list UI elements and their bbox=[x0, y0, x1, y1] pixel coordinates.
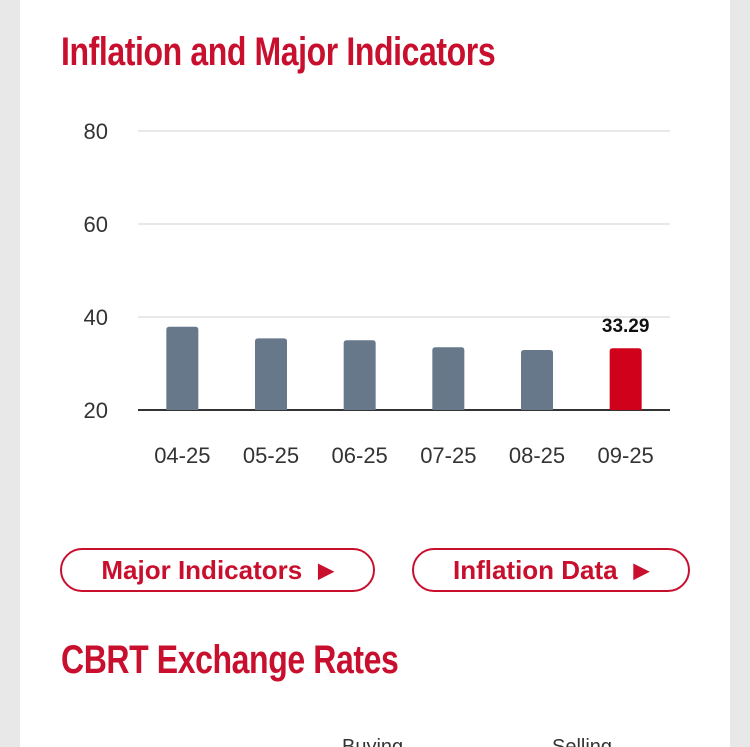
inflation-data-label: Inflation Data bbox=[452, 554, 618, 585]
play-arrow-icon: ▶ bbox=[318, 559, 334, 582]
y-tick-label: 40 bbox=[84, 305, 108, 330]
bar bbox=[166, 326, 199, 410]
y-tick-label: 80 bbox=[84, 119, 108, 144]
major-indicators-label: Major Indicators bbox=[101, 554, 303, 585]
column-header-buying: Buying bbox=[342, 736, 404, 747]
bar bbox=[255, 338, 287, 410]
x-tick-label: 05-25 bbox=[243, 443, 299, 468]
x-tick-label: 06-25 bbox=[332, 443, 388, 468]
x-tick-label: 07-25 bbox=[420, 443, 476, 468]
content-card: Inflation and Major Indicators 20 40 60 80 0… bbox=[20, 0, 730, 747]
section-title-exchange-rates: CBRT Exchange Rates bbox=[61, 638, 399, 682]
x-tick-label: 08-25 bbox=[509, 443, 565, 468]
y-tick-label: 20 bbox=[84, 398, 108, 423]
x-tick-label: 09-25 bbox=[598, 443, 654, 468]
bar bbox=[343, 340, 376, 410]
bar-highlight bbox=[609, 348, 642, 410]
inflation-bar-chart: 20 40 60 80 04-25 05-25 06-25 07-25 08-25 09-25 33… bbox=[84, 119, 670, 468]
bar bbox=[521, 350, 553, 410]
section-title-inflation: Inflation and Major Indicators bbox=[61, 30, 496, 74]
y-tick-label: 60 bbox=[84, 212, 108, 237]
inflation-data-button[interactable]: Inflation Data ▶ bbox=[412, 548, 690, 592]
major-indicators-button[interactable]: Major Indicators ▶ bbox=[60, 548, 375, 592]
x-tick-label: 04-25 bbox=[154, 443, 210, 468]
data-label: 33.29 bbox=[602, 316, 650, 337]
bar bbox=[432, 347, 465, 410]
play-arrow-icon: ▶ bbox=[633, 559, 650, 582]
column-header-selling: Selling bbox=[552, 736, 613, 747]
